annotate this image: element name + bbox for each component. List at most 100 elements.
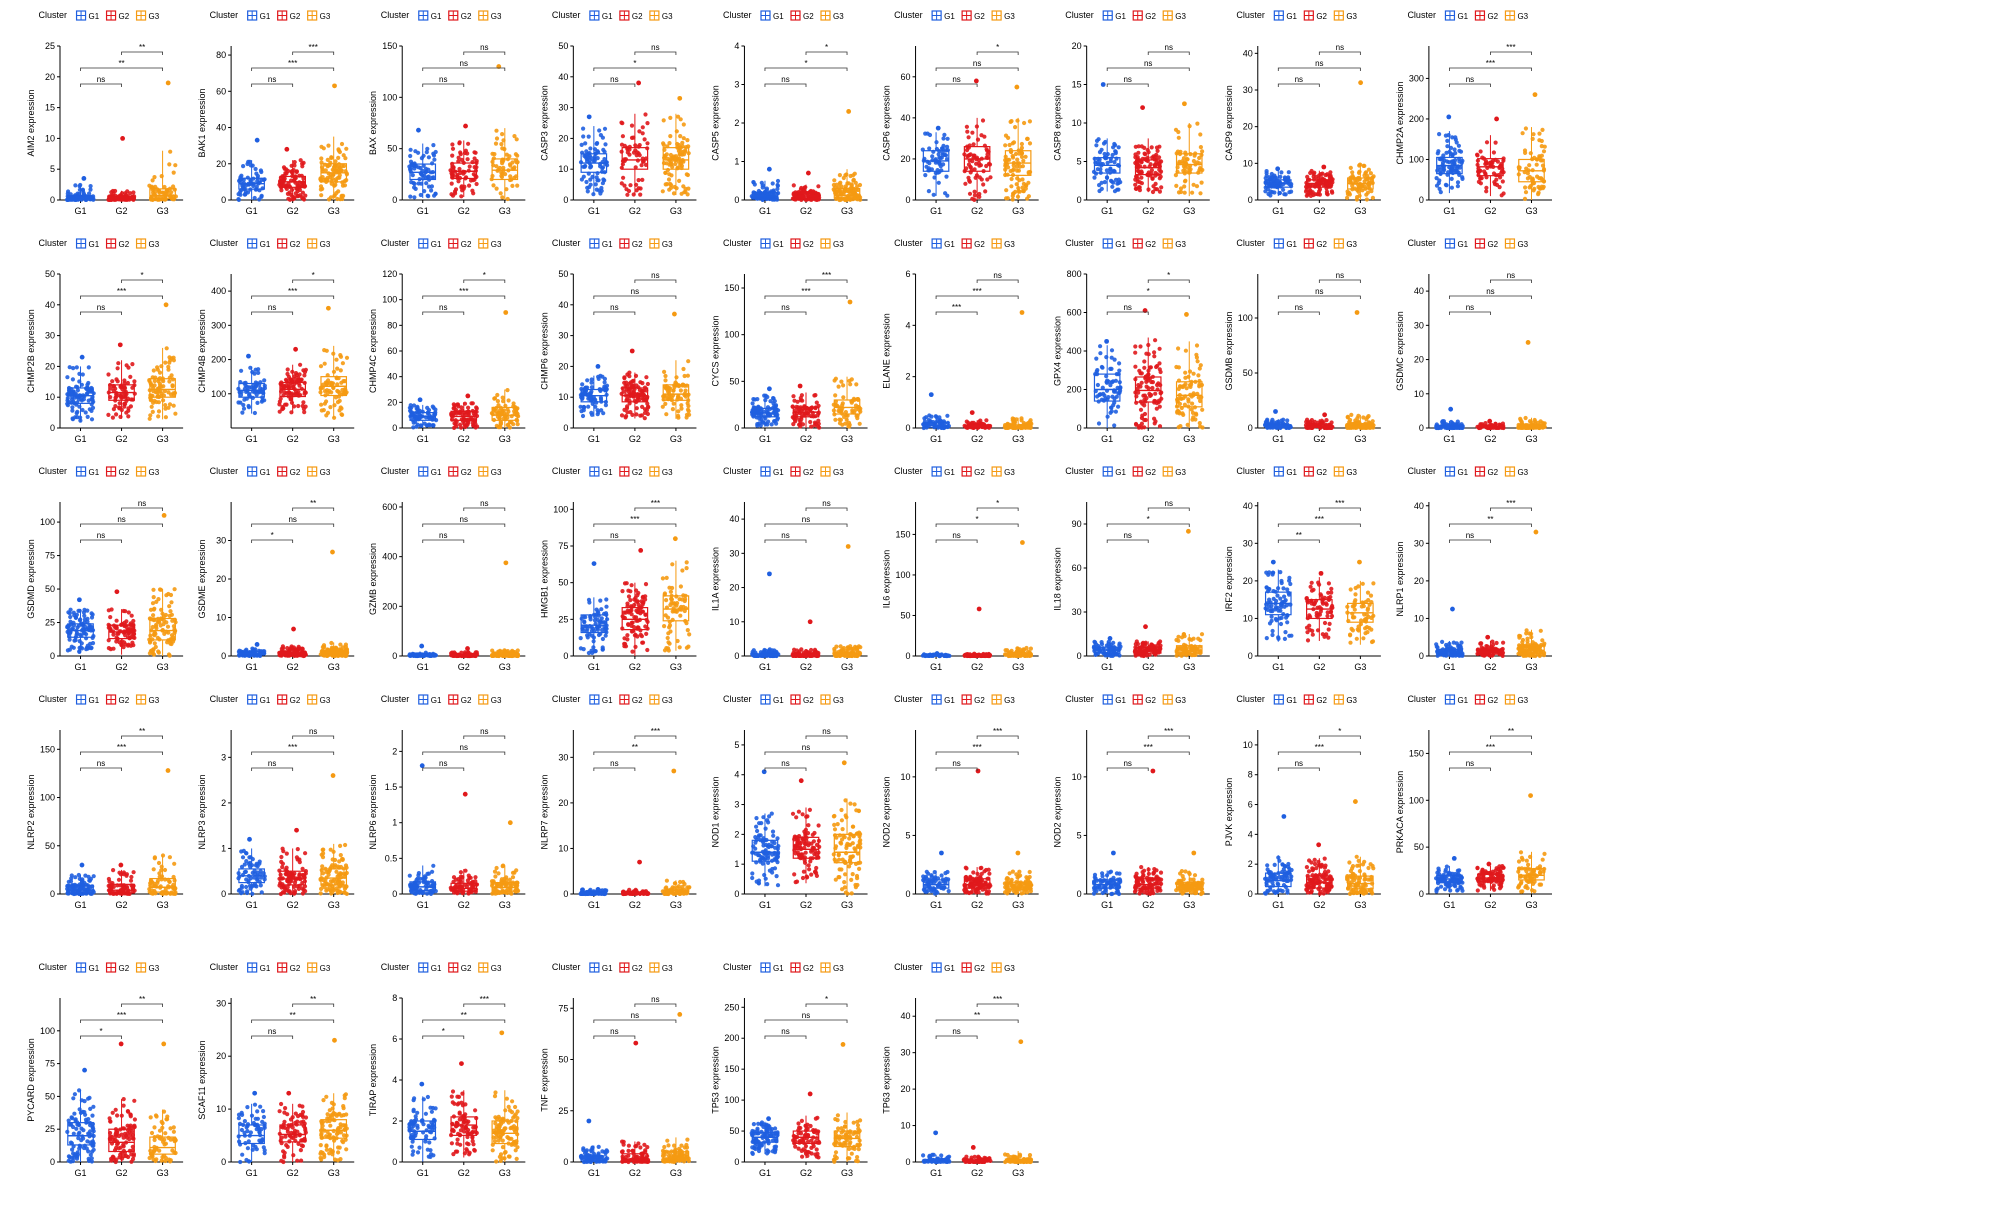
legend-label-g3: G3: [320, 240, 331, 249]
data-point: [1539, 138, 1544, 144]
data-point: [795, 399, 800, 404]
y-tick-label: 30: [558, 103, 568, 113]
legend: Cluster G1 G2 G3: [1407, 238, 1528, 249]
data-point: [425, 411, 430, 416]
data-point: [775, 178, 781, 184]
x-tick-label-g3: G3: [1012, 434, 1024, 444]
signif-bracket: [976, 279, 1019, 283]
data-point: [277, 402, 282, 407]
data-point: [300, 180, 306, 185]
data-point: [126, 414, 131, 419]
data-point: [1019, 154, 1025, 159]
data-point: [285, 371, 290, 377]
data-point: [798, 395, 803, 401]
outlier-point: [672, 311, 677, 317]
data-point: [1116, 180, 1121, 186]
signif-bracket: [1277, 295, 1361, 299]
legend-label-g2: G2: [803, 12, 814, 21]
data-point: [755, 397, 760, 402]
data-point: [1327, 175, 1332, 180]
data-point: [324, 177, 330, 183]
data-point: [449, 181, 454, 186]
signif-label: ns: [1123, 303, 1131, 312]
data-point: [667, 386, 673, 391]
data-point: [774, 421, 779, 426]
x-tick-label-g3: G3: [157, 206, 169, 216]
y-tick-label: 20: [1072, 41, 1082, 51]
y-tick-label: 2: [906, 372, 911, 382]
data-point: [65, 375, 70, 380]
outlier-point: [254, 137, 260, 143]
legend-title: Cluster: [723, 238, 752, 248]
outlier-point: [1446, 114, 1452, 120]
data-point: [303, 193, 308, 198]
data-point: [1102, 393, 1107, 398]
legend-label-g1: G1: [1286, 12, 1297, 21]
data-point: [166, 367, 171, 372]
x-tick-label-g1: G1: [930, 206, 942, 216]
data-point: [450, 153, 455, 158]
data-point: [319, 402, 324, 407]
x-tick-label-g1: G1: [1272, 434, 1284, 444]
data-point: [500, 395, 505, 400]
data-point: [978, 163, 984, 168]
legend-label-g1: G1: [602, 12, 613, 21]
data-point: [471, 172, 476, 177]
outlier-point: [293, 346, 298, 352]
data-point: [923, 173, 928, 178]
data-point: [167, 360, 172, 365]
signif-bracket: [292, 51, 335, 55]
y-tick-label: 10: [1072, 118, 1082, 128]
data-point: [1354, 197, 1359, 202]
outlier-point: [969, 410, 975, 415]
outlier-point: [1494, 116, 1499, 122]
legend-label-g1: G1: [260, 12, 271, 21]
data-point: [1133, 344, 1138, 349]
data-point: [1436, 181, 1441, 186]
legend-label-g1: G1: [89, 240, 100, 249]
data-point: [803, 185, 808, 190]
data-point: [1097, 150, 1103, 155]
data-point: [173, 411, 178, 416]
data-point: [770, 181, 775, 186]
signif-bracket: [634, 279, 677, 283]
data-point: [495, 392, 500, 398]
data-point: [511, 401, 516, 406]
data-point: [1286, 170, 1291, 175]
y-tick-label: 4: [734, 41, 739, 51]
data-point: [500, 161, 505, 166]
data-point: [794, 404, 799, 409]
data-point: [966, 135, 971, 140]
signif-label: ns: [1165, 43, 1173, 52]
data-point: [848, 382, 853, 387]
data-point: [598, 133, 604, 138]
legend-label-g3: G3: [149, 12, 160, 21]
data-point: [1453, 158, 1458, 163]
data-point: [512, 134, 517, 139]
legend-label-g1: G1: [431, 240, 442, 249]
legend-label-g3: G3: [833, 240, 844, 249]
data-point: [157, 370, 163, 375]
data-point: [153, 190, 158, 195]
legend-title: Cluster: [1236, 10, 1265, 20]
x-tick-label-g1: G1: [246, 434, 258, 444]
data-point: [1009, 176, 1014, 182]
data-point: [323, 168, 328, 173]
legend-title: Cluster: [381, 238, 410, 248]
data-point: [1198, 132, 1203, 137]
data-point: [1143, 417, 1148, 423]
y-tick-label: 0: [563, 423, 568, 433]
data-point: [123, 401, 128, 407]
y-axis-label: CASP6 expression: [882, 85, 892, 161]
x-tick-label-g1: G1: [417, 434, 429, 444]
data-point: [467, 183, 472, 188]
data-point: [619, 120, 624, 125]
y-tick-label: 0: [563, 195, 568, 205]
signif-bracket: [80, 311, 122, 315]
data-point: [508, 163, 513, 168]
data-point: [459, 157, 464, 162]
data-point: [1149, 145, 1154, 150]
data-point: [466, 405, 471, 410]
